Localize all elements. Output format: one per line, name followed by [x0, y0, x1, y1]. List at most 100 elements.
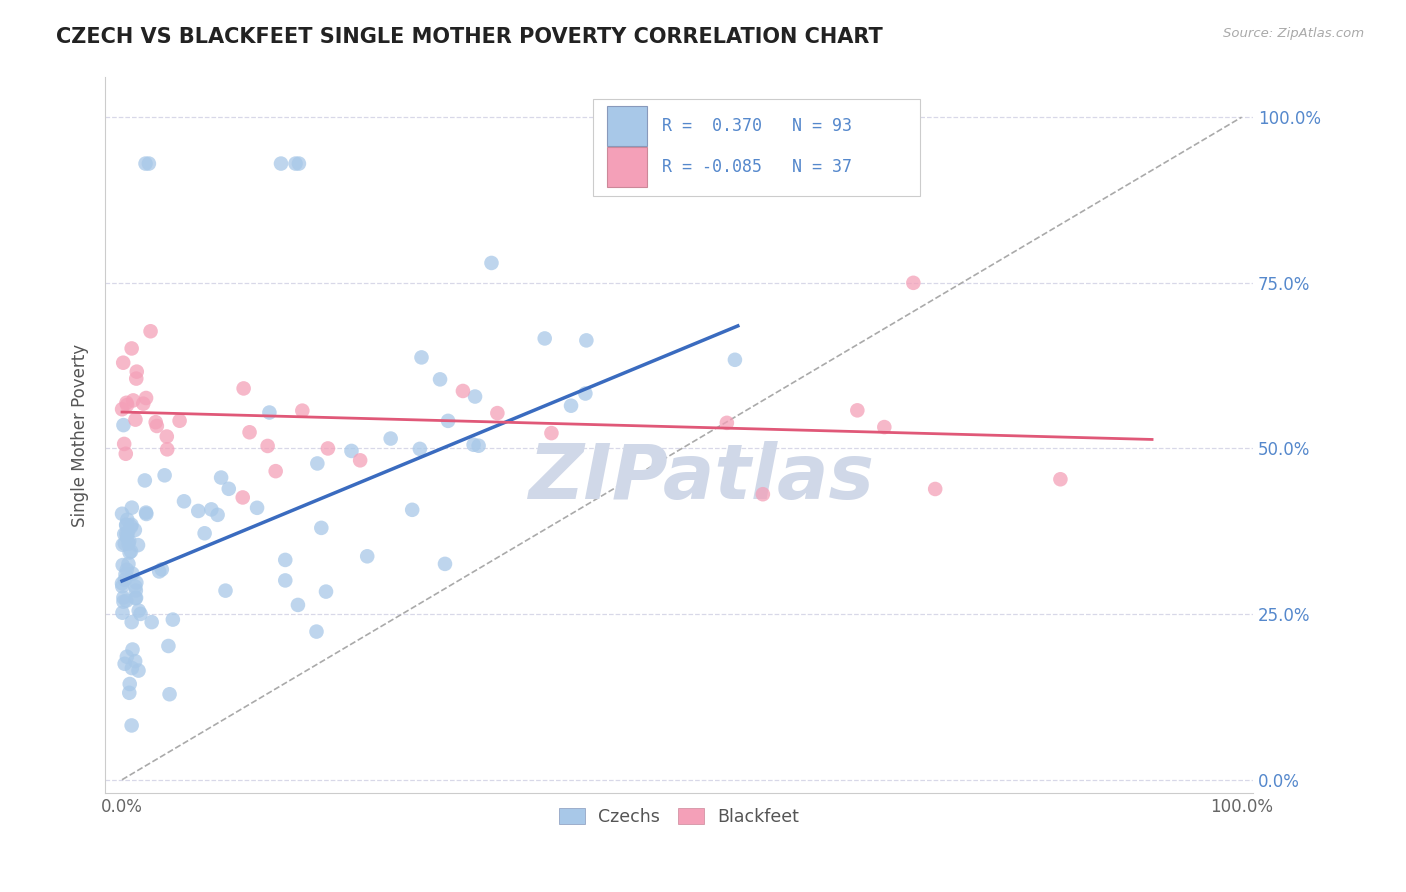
Point — [340, 444, 363, 458]
Point — [924, 482, 946, 496]
Point — [1049, 472, 1071, 486]
Point — [752, 487, 775, 501]
Point — [150, 562, 173, 576]
Point — [117, 536, 139, 550]
Text: R =  0.370   N = 93: R = 0.370 N = 93 — [662, 117, 852, 135]
Point — [187, 504, 209, 518]
Point — [125, 371, 148, 385]
Point — [157, 639, 180, 653]
Point — [380, 432, 402, 446]
Point — [560, 399, 582, 413]
Point — [112, 418, 135, 433]
Point — [115, 396, 138, 410]
Point — [138, 156, 160, 170]
Point — [433, 557, 456, 571]
Point — [121, 718, 143, 732]
Point — [115, 649, 138, 664]
Point — [232, 491, 254, 505]
Point — [356, 549, 378, 564]
Y-axis label: Single Mother Poverty: Single Mother Poverty — [72, 343, 89, 527]
Point — [156, 429, 179, 443]
Point — [134, 474, 156, 488]
Point — [122, 393, 145, 408]
Point — [125, 575, 148, 590]
Point — [135, 506, 157, 520]
Point — [114, 447, 136, 461]
Point — [139, 324, 162, 338]
FancyBboxPatch shape — [607, 147, 647, 186]
Point — [481, 256, 503, 270]
Point — [315, 584, 337, 599]
Text: CZECH VS BLACKFEET SINGLE MOTHER POVERTY CORRELATION CHART: CZECH VS BLACKFEET SINGLE MOTHER POVERTY… — [56, 27, 883, 46]
Point — [463, 438, 485, 452]
Point — [173, 494, 195, 508]
Point — [111, 538, 134, 552]
Point — [112, 595, 135, 609]
Point — [134, 156, 156, 170]
Point — [903, 276, 925, 290]
Point — [411, 351, 433, 365]
Point — [114, 536, 136, 550]
Point — [288, 156, 311, 170]
Point — [349, 453, 371, 467]
Point — [114, 573, 136, 587]
Point — [724, 352, 747, 367]
Point — [135, 391, 157, 405]
Point — [575, 334, 598, 348]
Point — [115, 563, 138, 577]
Point — [238, 425, 260, 440]
Point — [111, 576, 134, 591]
Point — [124, 591, 146, 606]
Point — [256, 439, 278, 453]
Point — [274, 553, 297, 567]
Point — [259, 405, 281, 419]
Legend: Czechs, Blackfeet: Czechs, Blackfeet — [550, 799, 808, 834]
Point — [111, 507, 134, 521]
Point — [125, 365, 148, 379]
Text: Source: ZipAtlas.com: Source: ZipAtlas.com — [1223, 27, 1364, 40]
Point — [118, 677, 141, 691]
Point — [486, 406, 509, 420]
Point — [264, 464, 287, 478]
Point — [117, 525, 139, 540]
Point — [401, 503, 423, 517]
Point — [316, 442, 339, 456]
Point — [437, 414, 460, 428]
Text: ZIPatlas: ZIPatlas — [529, 442, 875, 516]
Point — [145, 415, 167, 429]
Point — [162, 613, 184, 627]
Point — [218, 482, 240, 496]
Point — [307, 457, 329, 471]
Point — [115, 593, 138, 607]
Point — [429, 372, 451, 386]
Point — [114, 567, 136, 582]
Point — [114, 657, 136, 671]
Point — [291, 403, 314, 417]
Point — [169, 414, 191, 428]
Point — [873, 420, 896, 434]
Point — [574, 386, 596, 401]
Point — [117, 557, 139, 571]
Point — [153, 468, 176, 483]
Point — [115, 398, 138, 412]
Point — [125, 583, 148, 598]
Point — [115, 518, 138, 533]
Point — [120, 544, 142, 558]
Point — [111, 558, 134, 572]
Point — [111, 606, 134, 620]
Point — [846, 403, 869, 417]
Point — [287, 598, 309, 612]
Point — [533, 331, 555, 345]
Point — [121, 615, 143, 629]
Point — [274, 574, 297, 588]
Point — [115, 530, 138, 544]
Point — [121, 661, 143, 675]
Point — [305, 624, 328, 639]
Point — [121, 642, 143, 657]
Point — [124, 580, 146, 594]
Point — [464, 390, 486, 404]
Point — [124, 523, 146, 537]
Point — [214, 583, 236, 598]
Point — [132, 397, 155, 411]
Point — [209, 470, 232, 484]
